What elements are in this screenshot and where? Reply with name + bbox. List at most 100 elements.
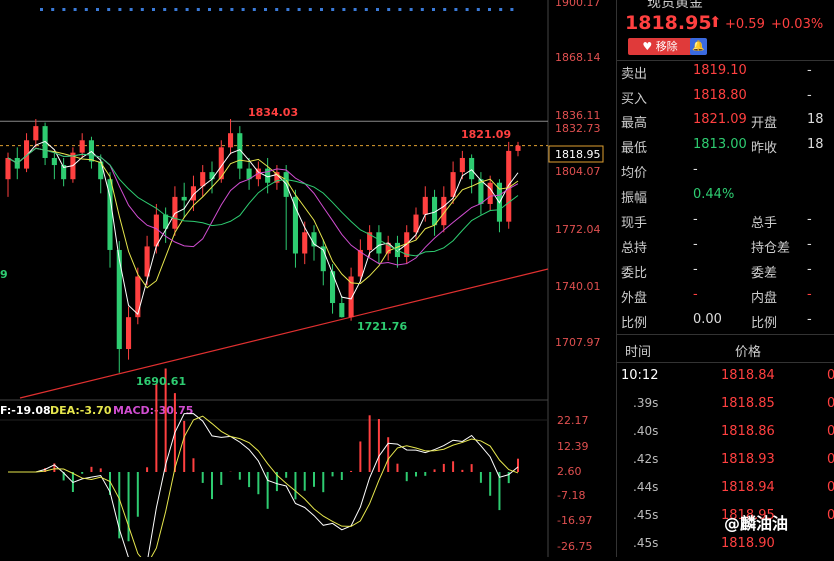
tick-price: 1818.90 [721,536,775,551]
grid-dot [331,8,335,11]
tick-extra: 0 [827,508,834,523]
tick-row: .40s 1818.86 0 [617,424,834,449]
divider [617,362,834,363]
grid-dot [353,8,357,11]
macd-axis-label: -7.18 [557,489,585,502]
quote-row: 最高 1821.09 开盘 18 [617,112,834,134]
quote-label-2: 委差 [751,266,778,281]
grid-dot [420,8,424,11]
grid-dot [51,8,55,11]
candle-body [163,214,169,229]
candle-body [357,249,363,277]
tick-price: 1818.85 [721,396,775,411]
grid-dot [342,8,346,11]
y-axis-label: 1707.97 [555,336,601,349]
price-annotation: 1821.09 [461,128,511,141]
current-price: 1818.95 [625,12,712,34]
grid-dot [107,8,111,11]
grid-dot [163,8,167,11]
quote-value: - [693,262,698,277]
quote-value-2: - [807,63,812,78]
quote-value: 1813.00 [693,137,747,152]
grid-dot [398,8,402,11]
candle-body [61,165,67,180]
quote-value: 0.00 [693,312,722,327]
trend-line [19,268,549,399]
grid-dot [140,8,144,11]
price-chart[interactable]: F:-19.08 DEA:-3.70 MACD:-30.75 1900.17 1868… [0,0,616,557]
candle-body [469,157,475,180]
dea-line [8,415,519,557]
grid-dot [118,8,122,11]
grid-dot [196,8,200,11]
remove-watchlist-button[interactable]: ♥ 移除 [628,38,692,55]
ticks-time-header: 时间 [625,345,652,360]
tick-row: .44s 1818.94 0 [617,480,834,505]
candle-body [274,172,280,183]
grid-dot [510,8,514,11]
quote-row: 卖出 1819.10 - [617,63,834,85]
quote-label: 委比 [621,266,648,281]
grid-dot [185,8,189,11]
tick-time: .42s [633,452,659,466]
grid-dot [208,8,211,11]
grid-dot [230,8,234,11]
grid-dot [308,8,312,11]
quote-row: 买入 1818.80 - [617,88,834,110]
candle-body [116,249,122,350]
candle-body [23,140,30,169]
grid-dot [84,8,88,11]
y-axis-label: 1772.04 [555,223,601,236]
tick-price: 1818.94 [721,480,775,495]
candle-body [125,317,132,350]
quote-value: 1819.10 [693,63,747,78]
grid-dot [275,8,279,11]
quote-label: 最高 [621,116,648,131]
macd-axis-label: 22.17 [557,414,589,427]
candle-body [172,196,178,229]
macd-legend-label: MACD:-30.75 [113,404,193,417]
y-axis-label: 1818.95 [555,148,601,161]
quote-label: 最低 [621,141,648,156]
y-axis-label: 1836.11 [555,109,601,122]
divider [617,60,834,61]
ma-line [7,140,519,316]
candle-body [348,276,354,318]
quote-panel: 现货黄金 1818.95 ⬆ +0.59 +0.03% ♥ 移除 🔔 卖出 181… [616,0,834,557]
quote-row: 振幅 0.44% [617,187,834,209]
chart-grid [0,0,549,557]
y-axis-label: 1900.17 [555,0,601,9]
candle-body [311,232,317,247]
candle-body [339,303,345,318]
tick-price: 1818.86 [721,424,775,439]
tick-time: .39s [633,396,659,410]
tick-extra: 0 [827,396,834,411]
candle-body [237,133,243,169]
candle-body [246,168,252,180]
up-arrow-icon: ⬆ [709,13,722,31]
candle-body [422,196,428,215]
candle-body [265,168,271,183]
quote-label: 振幅 [621,191,648,206]
candle-body [329,271,336,304]
bell-icon[interactable]: 🔔 [690,38,707,55]
macd-panel: F:-19.08 DEA:-3.70 MACD:-30.75 [0,368,519,557]
y-axis-label: 1832.73 [555,122,601,135]
grid-dot [264,8,267,11]
candle-body [51,157,57,166]
candle-body [441,196,447,226]
tick-price: 1818.93 [721,452,775,467]
quote-row: 现手 - 总手 - [617,212,834,234]
macd-axis-label: -26.75 [557,540,592,553]
quote-label-2: 内盘 [751,291,778,306]
quote-row: 总持 - 持仓差 - [617,237,834,259]
price-annotations: 1834.03 1821.09 1721.76 1690.61 9 [0,106,511,388]
quote-value: - [693,237,698,252]
grid-dot [174,8,178,11]
price-change-pct: +0.03% [771,17,824,32]
quote-row: 均价 - [617,162,834,184]
candle-body [153,214,159,247]
grid-dot [297,8,301,11]
quote-row: 外盘 - 内盘 - [617,287,834,309]
candle-body [218,147,224,180]
